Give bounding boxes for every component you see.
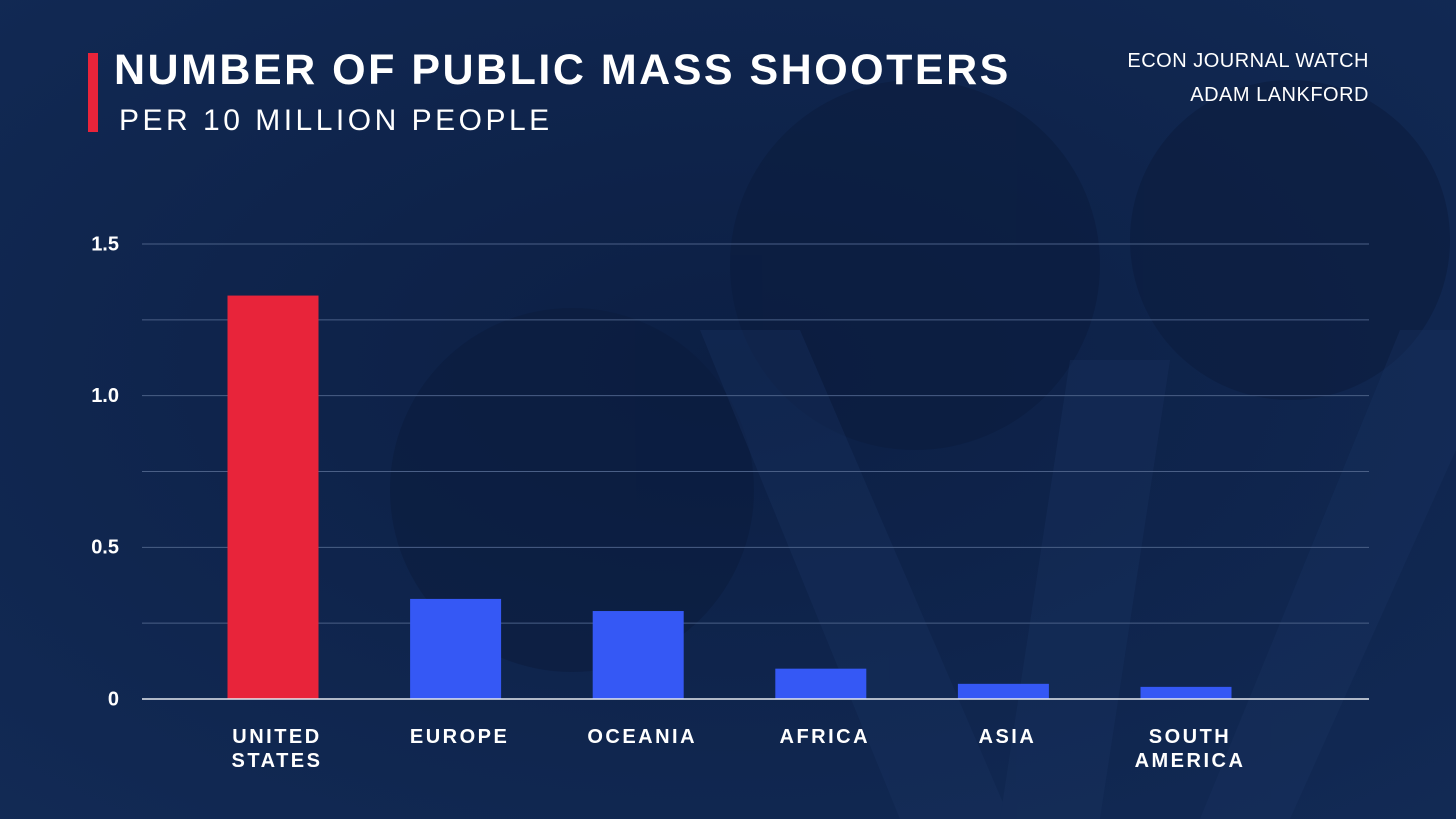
x-category-label-line: SOUTH	[1149, 726, 1232, 748]
x-category-label: AFRICA	[780, 726, 871, 748]
source-author: ADAM LANKFORD	[1190, 84, 1369, 106]
x-category-label: UNITED STATES	[232, 726, 323, 772]
x-category-label: ASIA	[979, 726, 1037, 748]
x-category-label: OCEANIA	[587, 726, 697, 748]
source-publication: ECON JOURNAL WATCH	[1127, 50, 1369, 72]
bar-asia	[957, 683, 1049, 699]
chart-title: NUMBER OF PUBLIC MASS SHOOTERS	[114, 46, 1011, 94]
title-accent-bar	[88, 53, 98, 132]
bar-south-america	[1140, 686, 1232, 699]
bar-europe	[410, 598, 502, 699]
x-category-label-line: AMERICA	[1135, 750, 1246, 772]
bar-oceania	[592, 611, 684, 699]
chart-subtitle: PER 10 MILLION PEOPLE	[119, 104, 553, 137]
y-tick-label: 1.5	[91, 233, 119, 255]
x-category-label-line: EUROPE	[410, 726, 509, 748]
y-tick-label: 1.0	[91, 385, 119, 407]
x-category-label: EUROPE	[410, 726, 509, 748]
x-category-label-line: STATES	[232, 750, 323, 772]
bar-united-states	[227, 295, 319, 699]
x-category-label-line: OCEANIA	[587, 726, 697, 748]
y-tick-label: 0.5	[91, 537, 119, 559]
x-category-label-line: AFRICA	[780, 726, 871, 748]
x-category-label: SOUTH AMERICA	[1135, 726, 1246, 772]
y-tick-label: 0	[108, 688, 119, 710]
bar-africa	[775, 668, 867, 699]
x-category-label-line: ASIA	[979, 726, 1037, 748]
x-category-label-line: UNITED	[232, 726, 321, 748]
